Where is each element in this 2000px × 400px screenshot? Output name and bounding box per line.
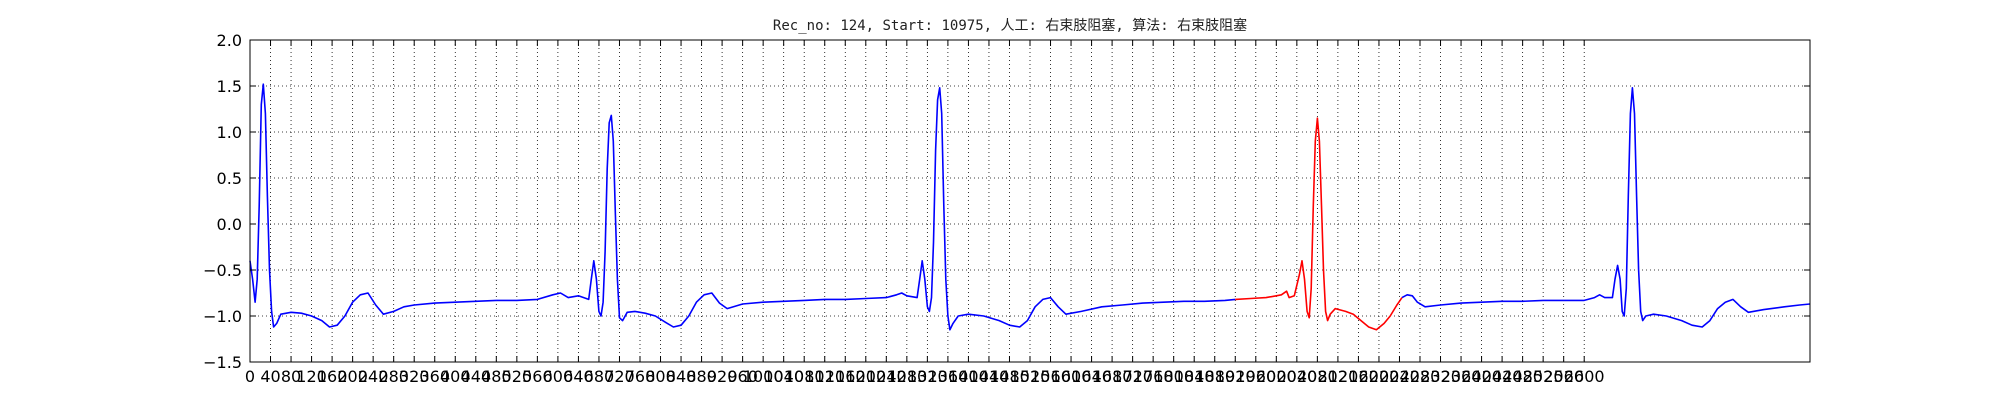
y-tick-label: 2.0 [217,31,242,50]
x-tick-label: 2040 [1276,367,1317,386]
x-tick-label: 2360 [1441,367,1482,386]
x-tick-label: 1080 [784,367,825,386]
ecg-segment-0 [249,83,1236,331]
x-tick-label: 1560 [1030,367,1071,386]
x-tick-label: 560 [522,367,553,386]
x-tick-label: 1520 [1010,367,1051,386]
x-tick-label: 360 [419,367,450,386]
x-tick-label: 1480 [989,367,1030,386]
x-tick-label: 1360 [928,367,969,386]
x-tick-label: 440 [461,367,492,386]
x-tick-label: 680 [584,367,615,386]
x-tick-label: 1440 [969,367,1010,386]
x-tick-label: 1720 [1112,367,1153,386]
x-tick-label: 1400 [948,367,989,386]
y-tick-label: 1.5 [217,77,242,96]
x-tick-label: 120 [296,367,327,386]
x-tick-label: 400 [440,367,471,386]
x-tick-label: 2000 [1256,367,1297,386]
x-tick-label: 2440 [1482,367,1523,386]
x-tick-label: 960 [727,367,758,386]
x-tick-label: 2560 [1543,367,1584,386]
y-tick-label: −1.0 [203,307,242,326]
x-tick-label: 1040 [763,367,804,386]
y-tick-label: 0.5 [217,169,242,188]
x-tick-label: 1800 [1153,367,1194,386]
x-tick-label: 880 [686,367,717,386]
x-tick-label: 160 [317,367,348,386]
x-tick-label: 2600 [1564,367,1605,386]
x-tick-label: 1160 [825,367,866,386]
x-tick-label: 2280 [1400,367,1441,386]
x-tick-label: 1840 [1174,367,1215,386]
x-tick-label: 1320 [907,367,948,386]
x-tick-label: 40 [260,367,280,386]
x-tick-label: 600 [543,367,574,386]
x-tick-label: 80 [281,367,301,386]
x-tick-label: 2480 [1502,367,1543,386]
y-tick-label: 0.0 [217,215,242,234]
x-tick-label: 640 [563,367,594,386]
chart-title: Rec_no: 124, Start: 10975, 人工: 右束肢阻塞, 算法… [773,17,1247,34]
x-tick-label: 1120 [804,367,845,386]
x-tick-label: 800 [645,367,676,386]
x-tick-label: 520 [502,367,533,386]
x-tick-label: 1680 [1092,367,1133,386]
y-axis-ticks: 2.0 1.5 1.0 0.5 0.0 −0.5 −1.0 −1.5 [203,31,1810,372]
x-tick-label: 280 [378,367,409,386]
x-tick-label: 2200 [1359,367,1400,386]
x-tick-label: 760 [625,367,656,386]
x-tick-label: 320 [399,367,430,386]
x-tick-label: 1640 [1071,367,1112,386]
x-tick-label: 1280 [886,367,927,386]
x-tick-label: 2320 [1420,367,1461,386]
x-tick-label: 2400 [1461,367,1502,386]
y-tick-label: −0.5 [203,261,242,280]
x-tick-label: 1880 [1194,367,1235,386]
x-tick-label: 480 [481,367,512,386]
ecg-series [249,83,1811,331]
x-tick-label: 2520 [1523,367,1564,386]
grid-lines [249,39,1810,363]
x-tick-label: 1760 [1133,367,1174,386]
x-tick-label: 1920 [1215,367,1256,386]
x-tick-label: 240 [358,367,389,386]
x-tick-label: 2080 [1297,367,1338,386]
x-tick-label: 840 [666,367,697,386]
ecg-segment-1 [1235,117,1403,331]
x-tick-label: 200 [337,367,368,386]
x-tick-label: 2240 [1379,367,1420,386]
x-tick-label: 1600 [1051,367,1092,386]
y-tick-label: −1.5 [203,353,242,372]
x-tick-label: 1200 [845,367,886,386]
x-tick-label: 1240 [866,367,907,386]
x-tick-label: 0 [245,367,255,386]
y-tick-label: 1.0 [217,123,242,142]
x-tick-label: 1000 [743,367,784,386]
x-tick-label: 720 [604,367,635,386]
x-tick-label: 2160 [1338,367,1379,386]
x-tick-label: 2120 [1318,367,1359,386]
ecg-segment-2 [1401,87,1811,328]
x-tick-label: 920 [707,367,738,386]
x-axis-ticks: 0 40 8012016020024028032036040044048052056… [245,40,1605,386]
x-tick-label: 1960 [1235,367,1276,386]
